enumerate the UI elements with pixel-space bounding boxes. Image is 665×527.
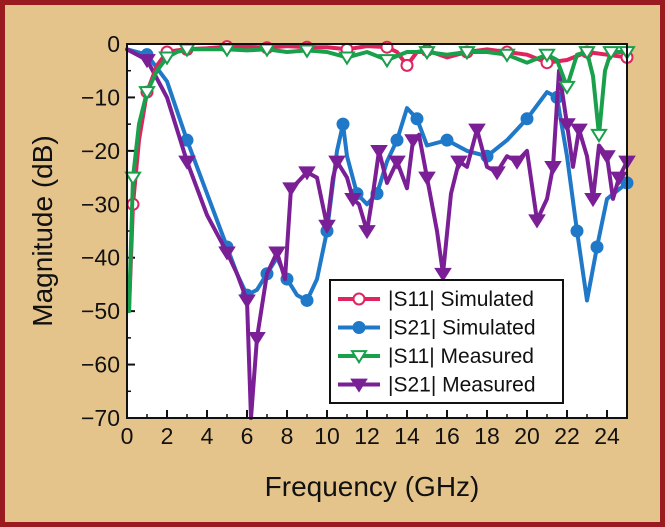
data-point xyxy=(138,54,156,69)
y-tick-label: −30 xyxy=(81,191,120,217)
legend-entry-s11-simulated: |S11| Simulated xyxy=(338,288,534,311)
x-tick-label: 16 xyxy=(434,423,460,449)
data-point xyxy=(570,224,584,238)
data-point xyxy=(400,58,414,72)
data-point xyxy=(178,155,196,170)
data-point xyxy=(388,155,406,170)
y-tick-label: −70 xyxy=(81,405,120,431)
data-point xyxy=(440,133,454,147)
y-tick-label: −60 xyxy=(81,352,120,378)
x-tick-label: 12 xyxy=(354,423,380,449)
data-point xyxy=(598,150,616,165)
data-point xyxy=(450,155,468,170)
data-point xyxy=(418,171,436,186)
legend-swatch-marker xyxy=(352,292,366,306)
data-point xyxy=(488,166,506,181)
data-point xyxy=(370,144,388,160)
data-point xyxy=(124,171,142,186)
legend-entry-s21-measured: |S21| Measured xyxy=(338,374,536,397)
data-point xyxy=(300,293,314,307)
data-point xyxy=(544,160,562,176)
x-axis-title: Frequency (GHz) xyxy=(265,471,480,502)
legend-swatch-marker xyxy=(350,378,368,393)
data-point xyxy=(458,46,476,61)
data-point xyxy=(338,51,356,66)
data-point xyxy=(390,133,404,147)
x-tick-label: 2 xyxy=(161,423,174,449)
data-point xyxy=(328,155,346,170)
x-axis-ticks: 0 2 4 6 8 10 12 14 16 18 20 22 24 xyxy=(121,410,620,449)
data-point xyxy=(404,134,422,149)
data-point xyxy=(498,48,516,63)
data-point xyxy=(528,214,546,229)
data-point xyxy=(410,112,424,126)
data-point xyxy=(538,48,556,63)
y-axis-ticks: 0 −10 −20 −30 −40 −50 −60 −70 xyxy=(81,31,135,431)
data-point xyxy=(590,240,604,254)
data-point xyxy=(434,267,452,282)
data-point xyxy=(282,182,300,197)
data-point xyxy=(268,246,286,261)
x-tick-label: 4 xyxy=(201,423,214,449)
x-tick-label: 22 xyxy=(554,423,580,449)
data-point xyxy=(138,86,156,101)
y-tick-label: −50 xyxy=(81,298,120,324)
legend-label: |S11| Simulated xyxy=(388,288,534,311)
data-point xyxy=(520,112,534,126)
data-point xyxy=(602,46,620,61)
data-point xyxy=(358,225,376,240)
x-tick-label: 8 xyxy=(281,423,294,449)
y-tick-label: −10 xyxy=(81,84,120,110)
data-point xyxy=(248,331,266,347)
x-tick-label: 6 xyxy=(241,423,254,449)
y-axis-title: Magnitude (dB) xyxy=(27,135,58,326)
x-tick-label: 14 xyxy=(394,423,420,449)
data-point xyxy=(570,123,588,138)
data-point xyxy=(418,46,436,61)
y-tick-label: 0 xyxy=(107,31,120,57)
data-point xyxy=(298,166,316,181)
y-tick-label: −20 xyxy=(81,138,120,164)
y-tick-label: −40 xyxy=(81,245,120,271)
data-point xyxy=(318,219,336,234)
data-point xyxy=(610,171,628,186)
legend-label: |S11| Measured xyxy=(388,345,534,368)
data-point xyxy=(508,155,526,170)
legend-entry-s21-simulated: |S21| Simulated xyxy=(338,317,536,340)
x-tick-label: 24 xyxy=(594,423,620,449)
data-point xyxy=(584,193,602,208)
series-layer xyxy=(124,40,636,420)
legend-swatch-marker xyxy=(352,321,366,334)
legend: |S11| Simulated |S21| Simulated |S11| Meas… xyxy=(329,279,564,404)
series-s21-simulated xyxy=(125,47,634,307)
legend-label: |S21| Simulated xyxy=(388,317,536,340)
x-tick-label: 10 xyxy=(314,423,340,449)
data-point xyxy=(558,80,576,95)
data-point xyxy=(578,46,596,61)
x-tick-label: 0 xyxy=(121,423,134,449)
plot-border xyxy=(126,43,628,419)
series-line-s21-measured xyxy=(125,47,629,420)
data-point xyxy=(336,117,350,131)
data-point xyxy=(158,51,176,66)
legend-swatch-marker xyxy=(350,350,368,365)
data-point xyxy=(344,193,362,208)
data-point xyxy=(378,54,396,69)
legend-label: |S21| Measured xyxy=(388,374,536,397)
series-s11-measured xyxy=(124,43,636,314)
data-point xyxy=(558,118,576,133)
data-point xyxy=(238,294,256,309)
legend-entry-s11-measured: |S11| Measured xyxy=(338,345,534,368)
data-point xyxy=(218,246,236,261)
x-tick-label: 18 xyxy=(474,423,500,449)
data-point xyxy=(298,44,316,59)
x-tick-label: 20 xyxy=(514,423,540,449)
data-point xyxy=(468,123,486,138)
data-point xyxy=(590,128,608,144)
